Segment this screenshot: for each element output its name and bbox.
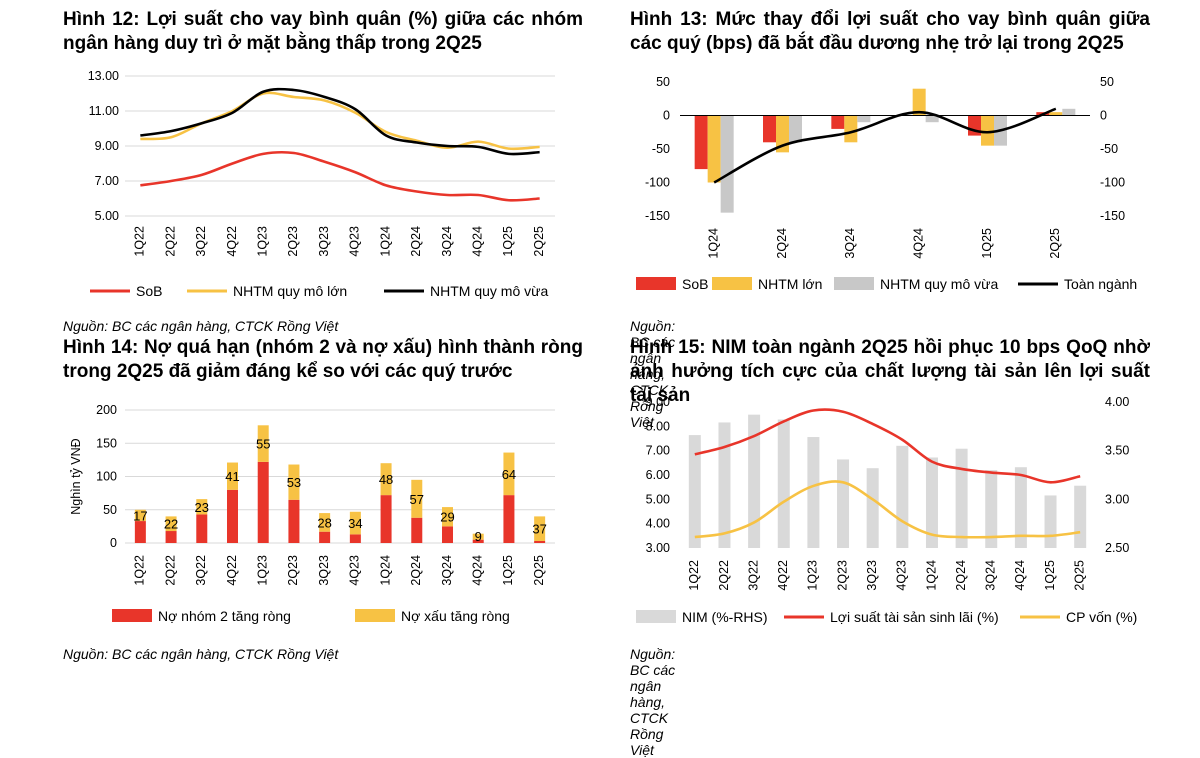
- fig15-ytick-right: 3.50: [1105, 444, 1129, 458]
- fig15-bar-nim: [1045, 495, 1057, 548]
- fig15-xtick: 2Q24: [954, 560, 968, 591]
- fig15-chart: 3.00 4.00 5.00 6.00 7.00 8.00 9.00 2.50 3.00 3.50…: [0, 0, 1200, 668]
- fig15-xtick: 2Q25: [1072, 560, 1086, 591]
- fig15-bar-nim: [718, 422, 730, 548]
- fig15-xtick: 4Q22: [776, 560, 790, 591]
- fig15-legend-nim-swatch: [636, 610, 676, 623]
- fig15-ytick-right: 2.50: [1105, 541, 1129, 555]
- fig15-xtick: 3Q22: [746, 560, 760, 591]
- fig15-ytick-left: 5.00: [646, 492, 670, 506]
- fig15-ytick-left: 9.00: [646, 395, 670, 409]
- fig15-xtick: 1Q25: [1043, 560, 1057, 591]
- fig15-xtick: 2Q22: [717, 560, 731, 591]
- fig15-xtick: 4Q24: [1013, 560, 1027, 591]
- fig15-xtick: 1Q24: [924, 560, 938, 591]
- fig15-legend-nim-label: NIM (%-RHS): [682, 609, 768, 625]
- fig15-bar-nim: [867, 468, 879, 548]
- fig15-ytick-left: 3.00: [646, 541, 670, 555]
- fig15-legend-cp-von-label: CP vốn (%): [1066, 609, 1137, 625]
- fig15-ytick-right: 3.00: [1105, 492, 1129, 506]
- fig15-xtick: 4Q23: [895, 560, 909, 591]
- fig15-xtick: 2Q23: [835, 560, 849, 591]
- fig15-ytick-right: 4.00: [1105, 395, 1129, 409]
- fig15-ytick-left: 8.00: [646, 419, 670, 433]
- fig15-bar-nim: [896, 446, 908, 548]
- fig15-bar-nim: [1074, 486, 1086, 548]
- fig15-ytick-left: 4.00: [646, 517, 670, 531]
- fig15-xtick: 1Q22: [687, 560, 701, 591]
- fig15-bar-nim: [807, 437, 819, 548]
- fig15-bar-nim: [837, 459, 849, 548]
- fig15-legend-loi-suat-label: Lợi suất tài sản sinh lãi (%): [830, 609, 999, 625]
- fig15-ytick-left: 6.00: [646, 468, 670, 482]
- fig15-bar-nim: [778, 420, 790, 548]
- fig15-bar-nim: [956, 449, 968, 548]
- fig15-xtick: 3Q24: [984, 560, 998, 591]
- fig15-ytick-left: 7.00: [646, 444, 670, 458]
- fig15-xtick: 1Q23: [806, 560, 820, 591]
- fig15-source: Nguồn: BC các ngân hàng, CTCK Rồng Việt: [630, 646, 675, 758]
- fig15-xtick: 3Q23: [865, 560, 879, 591]
